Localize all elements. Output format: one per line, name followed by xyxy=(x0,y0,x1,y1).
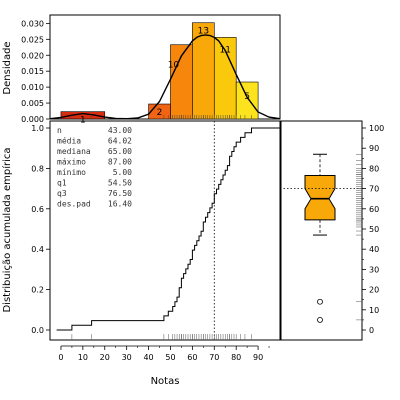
boxplot-y-tick-label: 0 xyxy=(369,326,374,335)
x-tick-label: 50 xyxy=(165,353,175,362)
boxplot-y-tick-label: 30 xyxy=(369,265,379,274)
stat-value: 64.02 xyxy=(108,137,132,146)
stat-value: 43.00 xyxy=(108,126,132,135)
boxplot-y-tick-label: 40 xyxy=(369,245,379,254)
x-tick-label: 0 xyxy=(58,353,63,362)
ecdf-y-tick-label: 1.0 xyxy=(31,124,44,133)
ecdf-line xyxy=(56,127,280,331)
stat-value: 5.00 xyxy=(113,168,132,177)
ecdf-y-tick-label: 0.8 xyxy=(31,164,44,173)
bar-count-label: 13 xyxy=(198,27,209,37)
bar-count-label: 10 xyxy=(168,61,180,71)
density-curve xyxy=(49,34,281,120)
stat-label: mediana xyxy=(57,147,91,156)
x-tick-label: 20 xyxy=(100,353,110,362)
boxplot-y-tick-label: 50 xyxy=(369,225,379,234)
stat-label: q3 xyxy=(57,189,67,198)
bar-count-label: 2 xyxy=(157,108,163,118)
x-tick-label: 40 xyxy=(143,353,153,362)
outlier-point xyxy=(317,316,323,323)
ecdf-y-tick-label: 0.4 xyxy=(31,245,44,254)
x-axis-label: Notas xyxy=(151,376,180,387)
histogram-y-tick-label: 0.000 xyxy=(21,115,44,124)
ecdf-y-tick-label: 0.2 xyxy=(31,286,44,295)
ecdf-y-tick-label: 0.6 xyxy=(31,205,44,214)
histogram-y-tick-label: 0.030 xyxy=(21,19,44,28)
histogram-y-tick-label: 0.005 xyxy=(21,99,44,108)
stat-value: 76.50 xyxy=(108,189,132,198)
stat-label: média xyxy=(57,136,81,146)
histogram-y-tick-label: 0.015 xyxy=(21,67,44,76)
ecdf-panel: n 43.00 média 64.02 mediana 65.00 máximo 87.00 m… xyxy=(31,120,281,362)
stat-label: mínimo xyxy=(57,168,86,177)
x-tick-label: 70 xyxy=(209,353,219,362)
ecdf-y-axis-label: Distribuição acumulada empírica xyxy=(1,147,13,312)
boxplot-y-tick-label: 90 xyxy=(369,144,379,153)
ecdf-frame xyxy=(49,120,281,341)
stat-value: 16.40 xyxy=(108,200,132,209)
boxplot-frame xyxy=(280,120,363,341)
histogram-y-tick-label: 0.020 xyxy=(21,51,44,60)
stat-value: 54.50 xyxy=(108,179,132,188)
x-tick-label: 30 xyxy=(122,353,132,362)
x-tick-label: 80 xyxy=(231,353,241,362)
boxplot-y-tick-label: 70 xyxy=(369,185,379,194)
stat-value: 87.00 xyxy=(108,158,132,167)
x-tick-label: 90 xyxy=(253,353,263,362)
histogram-y-tick-label: 0.010 xyxy=(21,83,44,92)
boxplot-y-tick-label: 80 xyxy=(369,164,379,173)
histogram-bar xyxy=(192,22,215,120)
x-tick-label: 60 xyxy=(187,353,197,362)
stat-label: des.pad xyxy=(57,200,91,209)
boxplot-panel: 0 10 20 30 40 50 60 70 80 90 100 xyxy=(280,120,384,341)
histogram-panel: 1210131150.0000.0050.0100.0150.0200.0250… xyxy=(21,14,281,126)
histogram-y-axis-label: Densidade xyxy=(2,41,13,94)
notched-box xyxy=(304,174,336,221)
boxplot-y-tick-label: 20 xyxy=(369,286,379,295)
boxplot-y-tick-label: 100 xyxy=(369,124,384,133)
outlier-point xyxy=(317,298,323,305)
x-tick-label: 10 xyxy=(78,353,88,362)
stat-value: 65.00 xyxy=(108,147,132,156)
stat-label: q1 xyxy=(57,179,67,188)
ecdf-y-tick-label: 0.0 xyxy=(31,326,44,335)
boxplot-y-tick-label: 10 xyxy=(369,306,379,315)
stat-label: máximo xyxy=(57,158,86,167)
boxplot-y-tick-label: 60 xyxy=(369,205,379,214)
stat-label: n xyxy=(57,126,62,135)
histogram-bar xyxy=(60,111,106,120)
histogram-y-tick-label: 0.025 xyxy=(21,35,44,44)
histogram-bar xyxy=(235,81,259,120)
